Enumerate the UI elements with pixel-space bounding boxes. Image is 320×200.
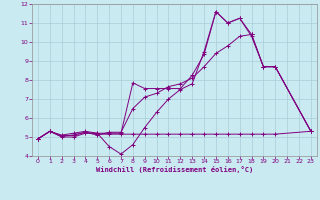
X-axis label: Windchill (Refroidissement éolien,°C): Windchill (Refroidissement éolien,°C) xyxy=(96,166,253,173)
